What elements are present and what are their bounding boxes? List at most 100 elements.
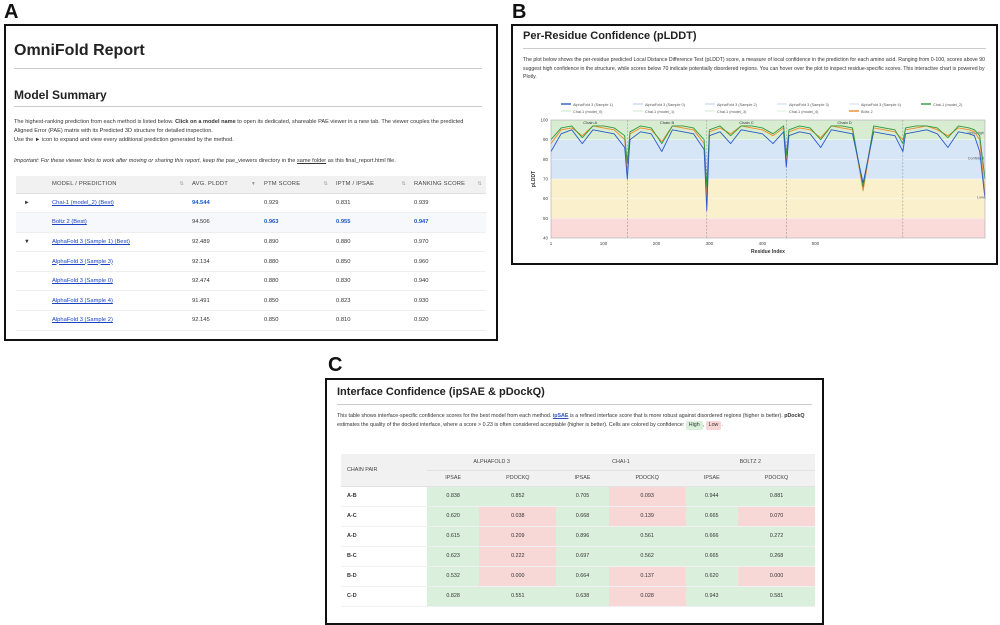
ptm-value: 0.850 <box>264 317 279 324</box>
ranking-value: 0.940 <box>414 278 429 285</box>
chain-pair-label: A-D <box>341 526 427 547</box>
table-row: A-C 0.620 0.038 0.668 0.139 0.665 0.070 <box>341 506 815 527</box>
confidence-band <box>551 120 985 140</box>
panel-letter-a: A <box>4 1 19 23</box>
model-summary-panel: OmniFold Report Model Summary The highes… <box>4 24 498 341</box>
y-tick-label: 50 <box>543 216 549 221</box>
plddt-chart[interactable]: AlphaFold 3 (Sample 1) AlphaFold 3 (Sampl… <box>521 98 991 260</box>
table-cell: AlphaFold 3 (Sample 2) <box>48 310 188 331</box>
y-tick-label: 40 <box>543 236 549 241</box>
model-link[interactable]: AlphaFold 3 (Sample 3) <box>52 258 113 265</box>
sub-header: IPSAE <box>685 470 738 487</box>
col-ptm-header[interactable]: PTM SCORE ⇅ <box>260 176 332 194</box>
plddt-value: 92.489 <box>192 238 210 245</box>
legend-label: AlphaFold 3 (Sample 2) <box>717 103 758 107</box>
model-link[interactable]: AlphaFold 3 (Sample 1) (Best) <box>52 238 130 245</box>
legend-label: Boltz 2 <box>861 110 873 114</box>
table-cell: 0.960 <box>410 251 486 272</box>
x-tick-label: 300 <box>706 241 714 246</box>
table-cell: 92.134 <box>188 251 260 272</box>
chain-pair-header: CHAIN PAIR <box>341 454 427 487</box>
plddt-panel: Per-Residue Confidence (pLDDT) The plot … <box>511 24 998 265</box>
method-header-boltz: BOLTZ 2 <box>685 454 815 471</box>
plddt-title: Per-Residue Confidence (pLDDT) <box>523 30 697 42</box>
model-link[interactable]: AlphaFold 3 (Sample 0) <box>52 278 113 285</box>
legend-label: AlphaFold 3 (Sample 3) <box>789 103 830 107</box>
iptm-value: 0.830 <box>336 278 351 285</box>
plddt-value: 92.134 <box>192 258 210 265</box>
table-cell: 0.823 <box>332 290 410 312</box>
col-model-header[interactable]: MODEL / PREDICTION ⇅ <box>48 176 188 194</box>
col-iptm-header[interactable]: IPTM / IPSAE ⇅ <box>332 176 410 194</box>
panel-letter-b: B <box>512 1 527 23</box>
table-row: AlphaFold 3 (Sample 0) 92.474 0.880 0.830 0.… <box>16 271 486 292</box>
table-cell: 92.489 <box>188 232 260 253</box>
y-tick-label: 70 <box>543 177 549 182</box>
table-cell: 0.930 <box>410 290 486 312</box>
chain-pair-label: B-D <box>341 566 427 587</box>
iptm-value: 0.810 <box>336 317 351 324</box>
legend-label: AlphaFold 3 (Sample 1) <box>573 103 614 107</box>
model-summary-table: MODEL / PREDICTION ⇅ AVG. PLDDT ▼ PTM SCOR… <box>16 176 486 331</box>
score-cell: 0.093 <box>608 486 686 507</box>
table-cell: AlphaFold 3 (Sample 1) (Best) <box>48 232 188 253</box>
score-cell: 0.561 <box>608 526 686 547</box>
interface-confidence-panel: Interface Confidence (ipSAE & pDockQ) Th… <box>325 378 824 625</box>
col-ranking-header[interactable]: RANKING SCORE ⇅ <box>410 176 486 194</box>
chain-pair-label: C-D <box>341 586 427 607</box>
table-row: A-B 0.838 0.852 0.705 0.093 0.944 0.881 <box>341 486 815 507</box>
sort-icon: ⇅ <box>179 181 184 188</box>
ptm-value: 0.850 <box>264 297 279 304</box>
score-cell: 0.896 <box>556 526 609 547</box>
col-plddt-header[interactable]: AVG. PLDDT ▼ <box>188 176 260 194</box>
score-cell: 0.028 <box>608 586 686 607</box>
table-cell: 0.939 <box>410 193 486 214</box>
table-cell <box>16 310 48 331</box>
x-tick-label: 500 <box>812 241 820 246</box>
plddt-value: 94.544 <box>192 199 210 206</box>
x-tick-label: 1 <box>550 241 553 246</box>
score-cell: 0.664 <box>556 566 609 587</box>
x-tick-label: 400 <box>759 241 767 246</box>
y-tick-label: 90 <box>543 137 549 142</box>
model-link[interactable]: Boltz 2 (Best) <box>52 219 87 226</box>
table-cell: 0.850 <box>260 290 332 312</box>
interface-table: CHAIN PAIR ALPHAFOLD 3 CHAI-1 BOLTZ 2 IP… <box>341 454 815 607</box>
model-link[interactable]: Chai-1 (model_2) (Best) <box>52 199 114 206</box>
ipsae-link[interactable]: ipSAE <box>552 413 569 419</box>
sort-icon: ⇅ <box>477 181 482 188</box>
table-cell <box>16 212 48 233</box>
score-cell: 0.668 <box>556 506 609 527</box>
title-divider <box>14 68 482 69</box>
table-cell: 0.880 <box>260 271 332 292</box>
expand-toggle-icon <box>20 298 24 304</box>
score-cell: 0.532 <box>427 566 480 587</box>
ptm-value: 0.890 <box>264 238 279 245</box>
score-cell: 0.697 <box>556 546 609 567</box>
model-link[interactable]: AlphaFold 3 (Sample 2) <box>52 317 113 324</box>
same-folder-link[interactable]: same folder <box>296 158 327 164</box>
score-cell: 0.222 <box>479 546 557 567</box>
table-cell: 91.491 <box>188 290 260 312</box>
score-cell: 0.268 <box>737 546 815 567</box>
score-cell: 0.551 <box>479 586 557 607</box>
table-row: AlphaFold 3 (Sample 2) 92.145 0.850 0.810 0.… <box>16 310 486 331</box>
score-cell: 0.620 <box>427 506 480 527</box>
table-cell: ► <box>16 193 48 214</box>
score-cell: 0.705 <box>556 486 609 507</box>
expand-toggle-icon[interactable]: ▼ <box>24 238 30 245</box>
series-line-1 <box>550 125 986 188</box>
table-row: A-D 0.615 0.209 0.896 0.561 0.666 0.272 <box>341 526 815 547</box>
score-cell: 0.581 <box>737 586 815 607</box>
expand-toggle-icon[interactable]: ► <box>24 199 30 206</box>
score-cell: 0.000 <box>737 566 815 587</box>
table-cell: AlphaFold 3 (Sample 4) <box>48 290 188 312</box>
chain-pair-label: A-C <box>341 506 427 527</box>
table-cell: 94.506 <box>188 212 260 233</box>
table-cell: 0.810 <box>332 310 410 331</box>
ranking-value: 0.920 <box>414 317 429 324</box>
table-cell: 0.940 <box>410 271 486 292</box>
model-link[interactable]: AlphaFold 3 (Sample 4) <box>52 297 113 304</box>
table-cell: 0.970 <box>410 232 486 253</box>
table-row: C-D 0.828 0.551 0.638 0.028 0.943 0.581 <box>341 586 815 607</box>
